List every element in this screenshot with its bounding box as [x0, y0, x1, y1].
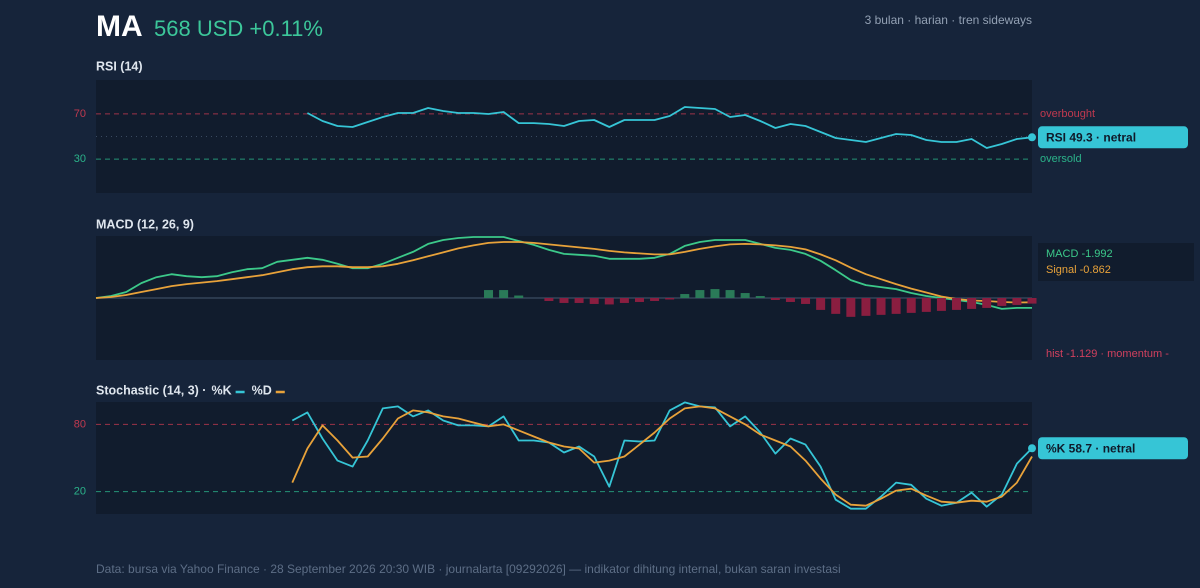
legend-box [1038, 243, 1194, 281]
series-line [291, 405, 1033, 507]
histogram-bar [846, 298, 856, 317]
price: 568 USD +0.11% [154, 16, 323, 41]
histogram-bar [967, 298, 977, 309]
histogram-bar [619, 298, 629, 303]
histogram-bar [604, 298, 614, 305]
note: hist -1.129 · momentum - [1046, 348, 1169, 360]
histogram-bar [921, 298, 931, 312]
histogram-bar [650, 298, 660, 301]
legend-entry: %D [252, 383, 272, 397]
histogram-bar [997, 298, 1007, 306]
histogram-bar [755, 296, 765, 298]
series-line [95, 241, 1033, 304]
y-tick-label: 80 [74, 418, 86, 430]
histogram-bar [499, 290, 509, 298]
y-tick-label: 70 [74, 108, 86, 120]
histogram-bar [785, 298, 795, 302]
reference-label: overbought [1040, 108, 1095, 120]
y-tick-label: 20 [74, 486, 86, 498]
footer: Data: bursa via Yahoo Finance · 28 Septe… [96, 562, 841, 576]
y-tick-label: 30 [74, 153, 86, 165]
histogram-bar [891, 298, 901, 314]
histogram-bar [484, 290, 494, 298]
value-label: RSI 49.3 · netral [1046, 130, 1136, 144]
histogram-bar [1027, 298, 1037, 304]
histogram-bar [816, 298, 826, 310]
value-label: %K 58.7 · netral [1046, 441, 1135, 455]
last-point [1028, 133, 1036, 142]
histogram-bar [725, 290, 735, 298]
subtitle: 3 bulan · harian · tren sideways [865, 13, 1032, 27]
value-badge [1038, 437, 1188, 460]
reference-label: oversold [1040, 153, 1082, 165]
series-line [95, 236, 1032, 310]
histogram-bar [589, 298, 599, 304]
histogram-bar [982, 298, 992, 308]
value-badge [1038, 126, 1188, 149]
histogram-bar [952, 298, 962, 310]
histogram-bar [936, 298, 946, 311]
histogram-bar [634, 298, 644, 302]
histogram-bar [740, 293, 750, 298]
legend-entry: Signal -0.862 [1046, 264, 1111, 276]
histogram-bar [514, 295, 524, 298]
last-point [1028, 444, 1036, 453]
histogram-bar [861, 298, 871, 316]
histogram-bar [559, 298, 569, 303]
panel-title: MACD (12, 26, 9) [96, 217, 194, 231]
histogram-bar [695, 290, 705, 298]
legend-entry: MACD -1.992 [1046, 248, 1113, 260]
histogram-bar [665, 298, 675, 300]
histogram-bar [801, 298, 811, 304]
ticker: MA [96, 10, 143, 43]
histogram-bar [574, 298, 584, 303]
legend-entry: %K [211, 383, 231, 397]
panel-title: RSI (14) [96, 59, 143, 73]
series-line [306, 106, 1033, 149]
histogram-bar [876, 298, 886, 315]
histogram-bar [1012, 298, 1022, 305]
histogram-bar [770, 298, 780, 300]
histogram-bar [710, 289, 720, 298]
histogram-bar [906, 298, 916, 313]
histogram-bar [680, 294, 690, 298]
histogram-bar [831, 298, 841, 314]
histogram-bar [544, 298, 554, 301]
plot-area [96, 402, 1032, 514]
panel-title: Stochastic (14, 3) · [96, 383, 206, 397]
